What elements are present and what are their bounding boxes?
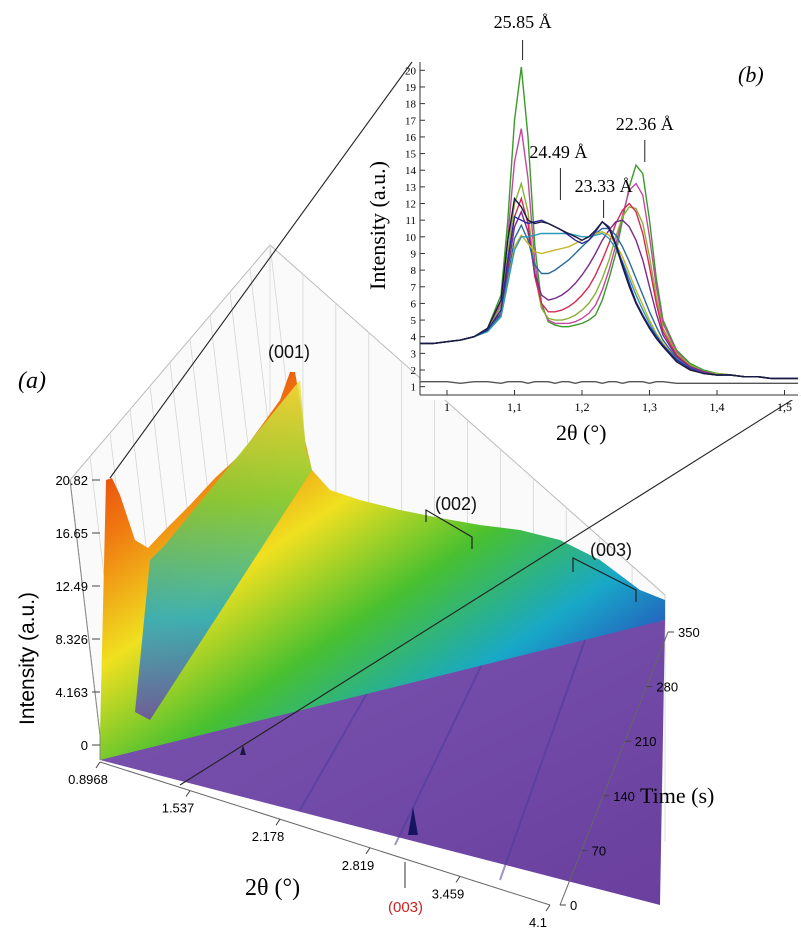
y-tick-label: 0: [81, 738, 88, 753]
y-tick-label: 16.65: [55, 526, 88, 541]
panel-a-intensity-axis: 0 4.163 8.326 12.49 16.65 20.82: [55, 473, 100, 753]
b-annotation: 23.33 Å: [575, 176, 633, 196]
x-axis-line: [99, 761, 551, 906]
x-tick: [455, 876, 461, 883]
b-y-tick-label: 1: [411, 382, 417, 394]
x-tick-label: 2.178: [252, 829, 285, 844]
b-y-tick-label: 12: [405, 199, 416, 211]
panel-b-ylabel: Intensity (a.u.): [365, 161, 390, 290]
x-tick-label: 4.1: [529, 915, 547, 930]
b-y-tick-label: 14: [405, 165, 417, 177]
b-y-tick-label: 3: [411, 348, 417, 360]
panel-a-time-axis: 0 70 140 210 280 350: [559, 625, 700, 913]
b-y-tick-label: 20: [405, 65, 417, 77]
x-tick: [275, 818, 281, 826]
annotation-003-bottom: (003): [388, 899, 423, 916]
z-tick-label: 140: [613, 789, 635, 804]
x-tick: [545, 904, 551, 912]
x-tick-label: 1.537: [162, 801, 195, 816]
surface-spike: [240, 745, 246, 755]
z-tick-label: 0: [570, 898, 577, 913]
b-y-tick-label: 13: [405, 182, 417, 194]
b-y-tick-label: 15: [405, 149, 417, 161]
b-x-tick-label: 1: [444, 400, 450, 414]
b-series-line: [420, 196, 798, 380]
b-y-tick-label: 17: [405, 115, 417, 127]
b-y-tick-label: 18: [405, 99, 417, 111]
x-tick-label: 3.459: [432, 886, 465, 901]
z-tick-label: 70: [592, 843, 606, 858]
panel-a-label: (a): [18, 368, 46, 394]
b-y-tick-label: 16: [405, 132, 417, 144]
z-axis-line: [559, 631, 669, 906]
z-tick-label: 350: [678, 625, 700, 640]
y-tick-label: 4.163: [55, 685, 88, 700]
y-tick-label: 20.82: [55, 473, 88, 488]
b-y-tick-label: 11: [405, 215, 416, 227]
b-annotation: 25.85 Å: [494, 12, 552, 32]
b-y-tick-label: 4: [411, 332, 417, 344]
b-series-line: [420, 381, 798, 385]
b-x-tick-label: 1,5: [777, 400, 792, 414]
b-annotation: 22.36 Å: [616, 114, 674, 134]
panel-a-ylabel: Intensity (a.u.): [16, 592, 39, 725]
b-y-tick-label: 9: [411, 248, 417, 260]
surface-ridge: [135, 380, 312, 720]
b-x-tick-label: 1,4: [710, 400, 725, 414]
x-tick: [95, 761, 101, 769]
panel-b-xlabel: 2θ (°): [556, 420, 607, 445]
b-y-tick-label: 8: [411, 265, 417, 277]
b-series-line: [420, 209, 798, 380]
x-tick-label: 2.819: [342, 858, 375, 873]
b-x-tick-label: 1,2: [575, 400, 590, 414]
annotation-003-top: (003): [590, 540, 632, 560]
x-tick-label: 0.8968: [68, 772, 108, 787]
b-annotation: 24.49 Å: [529, 142, 587, 162]
x-tick: [365, 847, 371, 855]
b-y-tick-label: 5: [411, 315, 417, 327]
panel-a-xlabel: 2θ (°): [245, 875, 300, 901]
panel-b-label: (b): [738, 62, 764, 87]
b-series-line: [420, 66, 798, 380]
y-tick-label: 8.326: [55, 632, 88, 647]
b-y-tick-label: 10: [405, 232, 417, 244]
annotation-001: (001): [268, 342, 310, 362]
bracket-003: [572, 557, 637, 602]
panel-a-zlabel: Time (s): [640, 783, 714, 808]
b-y-tick-label: 7: [411, 282, 417, 294]
b-y-tick-label: 19: [405, 82, 417, 94]
zoom-guide: [109, 61, 413, 479]
b-y-tick-label: 6: [411, 298, 417, 310]
y-tick-label: 12.49: [55, 579, 88, 594]
b-x-tick-label: 1,1: [507, 400, 522, 414]
z-tick-label: 210: [635, 734, 657, 749]
x-tick: [185, 790, 191, 797]
z-tick-label: 280: [656, 680, 678, 695]
b-y-tick-label: 2: [411, 365, 417, 377]
zoom-guide: [179, 394, 801, 786]
annotation-002: (002): [435, 494, 477, 514]
bracket-002: [425, 508, 473, 549]
surface-floor: [100, 620, 665, 905]
panel-a-2theta-axis: 0.8968 1.537 2.178 2.819 3.459 4.1: [68, 761, 551, 930]
surface-spike: [408, 807, 418, 835]
b-x-tick-label: 1,3: [642, 400, 657, 414]
